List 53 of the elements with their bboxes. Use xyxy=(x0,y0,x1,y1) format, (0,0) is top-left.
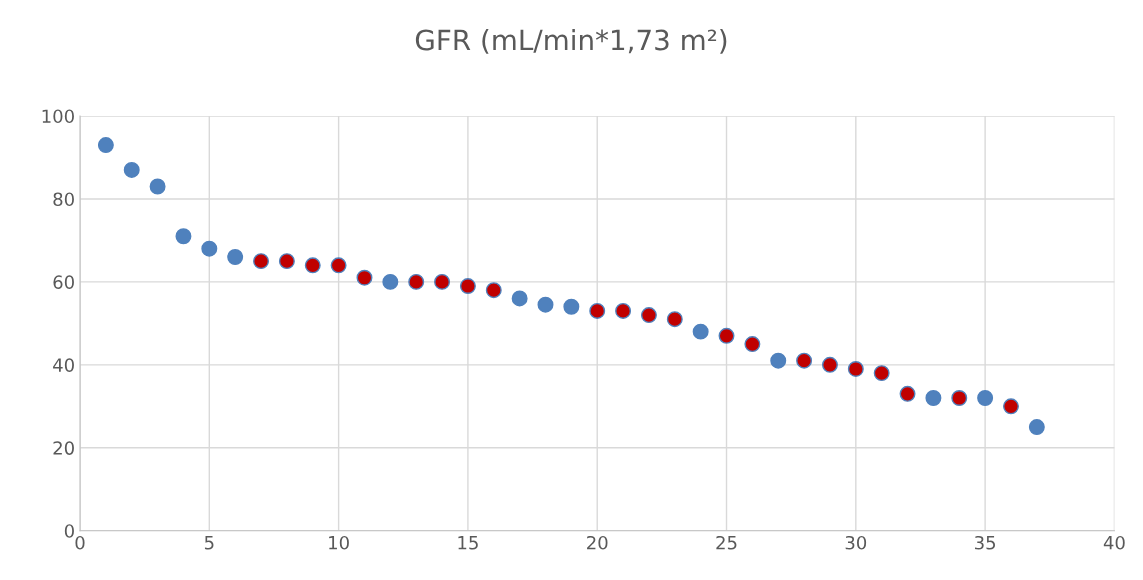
point xyxy=(434,273,451,290)
x-tick-label: 35 xyxy=(975,535,996,550)
point xyxy=(821,356,838,373)
point xyxy=(563,298,580,315)
point xyxy=(227,249,244,265)
y-tick-label: 40 xyxy=(53,358,74,372)
point xyxy=(977,390,994,406)
point xyxy=(278,253,295,270)
point xyxy=(459,278,476,295)
y-tick-label: 0 xyxy=(64,524,74,538)
point xyxy=(1003,398,1019,415)
point xyxy=(485,282,502,299)
point xyxy=(589,302,606,319)
y-tick-label: 80 xyxy=(53,192,74,207)
x-tick-label: 10 xyxy=(329,535,349,550)
point xyxy=(640,307,657,324)
point xyxy=(615,302,632,319)
point xyxy=(304,257,321,274)
chart-title: GFR (mL/min*1,73 m²) xyxy=(415,29,727,54)
point xyxy=(253,253,270,270)
point xyxy=(511,290,528,307)
point xyxy=(899,385,916,402)
x-tick-label: 15 xyxy=(458,536,478,550)
point xyxy=(847,360,864,377)
y-tick-label: 100 xyxy=(42,109,74,124)
point xyxy=(770,352,787,369)
point xyxy=(744,336,761,353)
x-tick-label: 40 xyxy=(1103,535,1125,550)
x-tick-label: 5 xyxy=(204,536,214,550)
point xyxy=(873,365,890,382)
point xyxy=(330,257,347,274)
point xyxy=(201,240,218,257)
point xyxy=(149,178,166,195)
point xyxy=(951,390,968,406)
point xyxy=(796,352,813,369)
point xyxy=(537,296,554,313)
point xyxy=(408,273,425,290)
point xyxy=(97,137,114,154)
point xyxy=(356,269,373,286)
point xyxy=(666,311,683,328)
point xyxy=(718,327,735,344)
point xyxy=(692,323,709,340)
y-tick-label: 60 xyxy=(53,275,74,289)
point xyxy=(925,390,942,406)
point xyxy=(175,228,192,245)
point xyxy=(1028,419,1045,436)
x-tick-label: 30 xyxy=(845,535,867,550)
point xyxy=(123,161,140,178)
x-tick-label: 20 xyxy=(587,535,608,550)
y-tick-label: 20 xyxy=(53,441,74,455)
point xyxy=(382,273,399,290)
x-tick-label: 0 xyxy=(75,535,85,550)
x-tick-label: 25 xyxy=(716,535,737,550)
